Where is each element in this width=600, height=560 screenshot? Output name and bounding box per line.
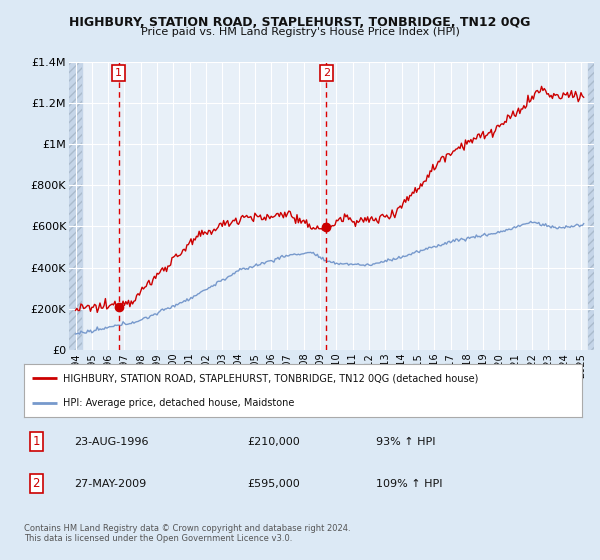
Text: 23-AUG-1996: 23-AUG-1996 [74, 437, 149, 447]
Text: 109% ↑ HPI: 109% ↑ HPI [376, 479, 442, 488]
Text: £210,000: £210,000 [247, 437, 300, 447]
Text: 1: 1 [115, 68, 122, 78]
Text: Contains HM Land Registry data © Crown copyright and database right 2024.
This d: Contains HM Land Registry data © Crown c… [24, 524, 350, 543]
Text: 93% ↑ HPI: 93% ↑ HPI [376, 437, 435, 447]
Text: 27-MAY-2009: 27-MAY-2009 [74, 479, 146, 488]
Bar [588, 62, 594, 350]
Bar [69, 62, 82, 350]
Text: HPI: Average price, detached house, Maidstone: HPI: Average price, detached house, Maid… [63, 398, 295, 408]
Text: HIGHBURY, STATION ROAD, STAPLEHURST, TONBRIDGE, TN12 0QG (detached house): HIGHBURY, STATION ROAD, STAPLEHURST, TON… [63, 374, 478, 384]
Text: HIGHBURY, STATION ROAD, STAPLEHURST, TONBRIDGE, TN12 0QG: HIGHBURY, STATION ROAD, STAPLEHURST, TON… [70, 16, 530, 29]
Bar [588, 62, 594, 350]
Text: 2: 2 [32, 477, 40, 490]
Bar [69, 62, 82, 350]
Text: £595,000: £595,000 [247, 479, 300, 488]
Text: 1: 1 [32, 435, 40, 449]
Text: Price paid vs. HM Land Registry's House Price Index (HPI): Price paid vs. HM Land Registry's House … [140, 27, 460, 37]
Text: 2: 2 [323, 68, 330, 78]
